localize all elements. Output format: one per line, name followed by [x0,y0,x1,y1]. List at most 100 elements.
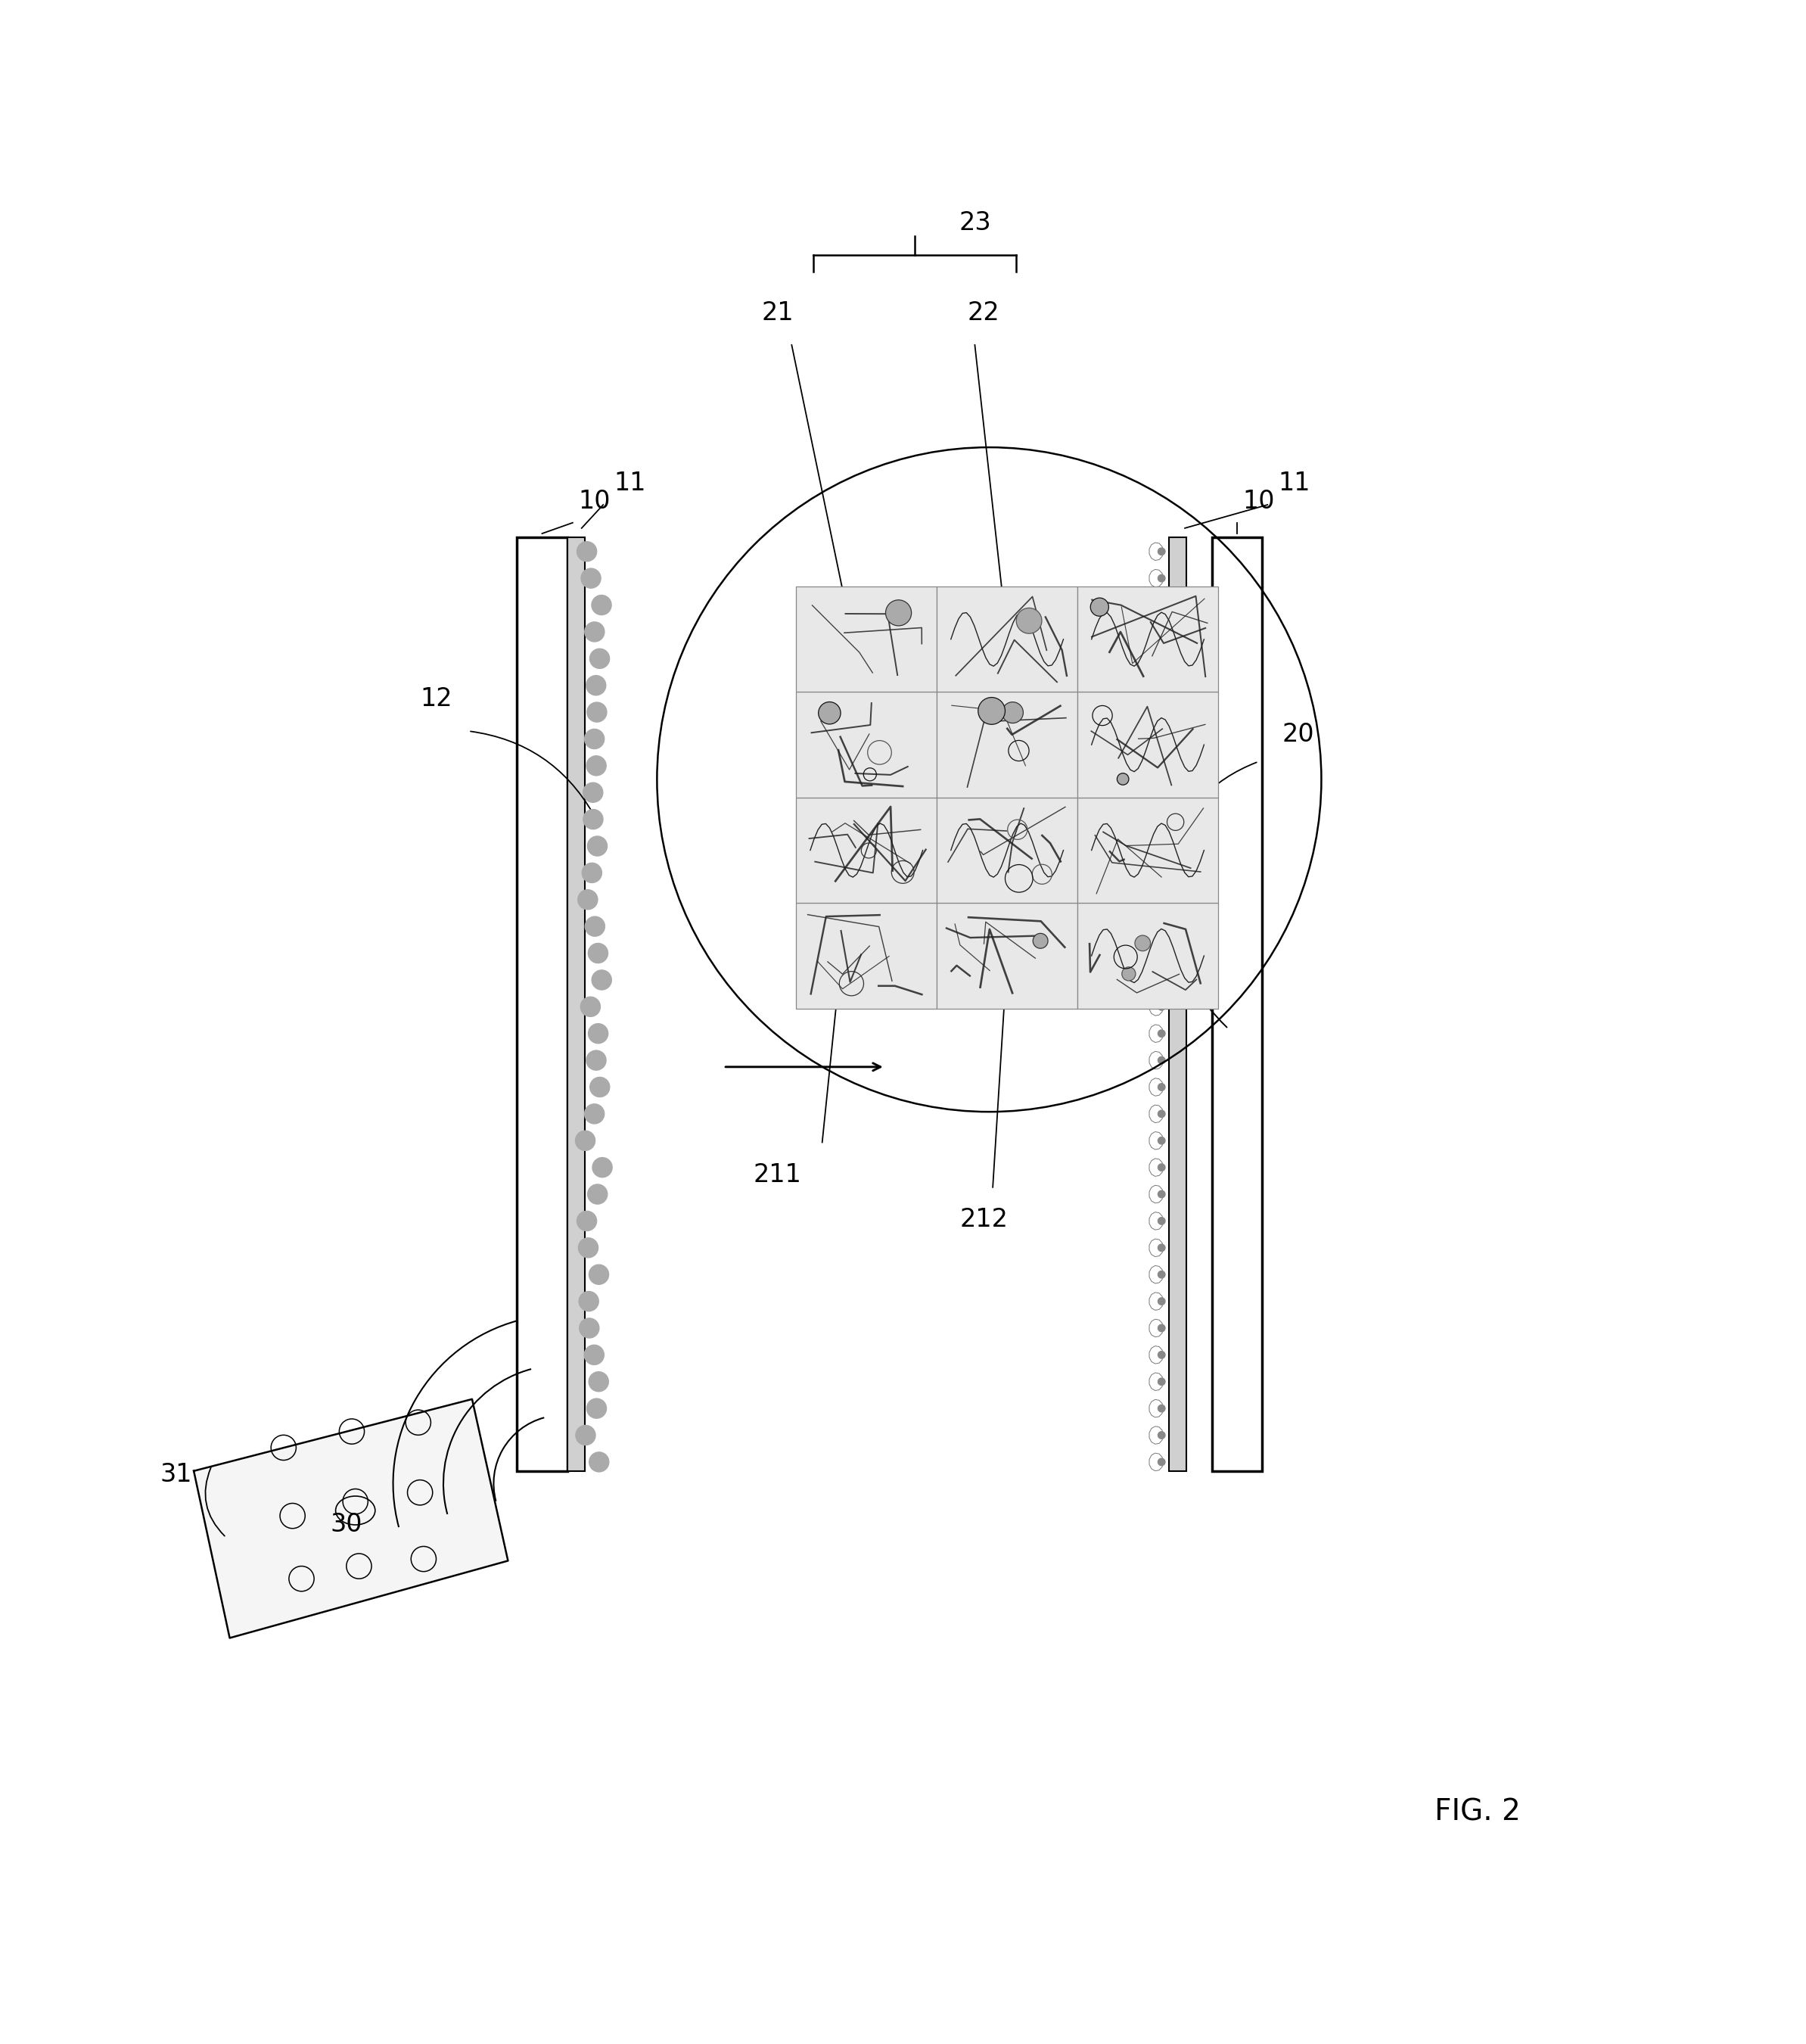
Bar [1078,587,1217,693]
Circle shape [1158,977,1165,983]
Bar [517,538,567,1472]
Circle shape [1158,654,1165,662]
Circle shape [592,1157,612,1177]
Bar [796,797,937,903]
Circle shape [585,730,605,748]
Circle shape [587,703,607,722]
Bar [1078,693,1217,797]
Circle shape [1017,607,1042,634]
Circle shape [580,997,600,1016]
Circle shape [1091,599,1109,615]
Text: 30: 30 [330,1513,363,1537]
Circle shape [1158,628,1165,636]
Text: 22: 22 [968,300,1001,325]
Circle shape [1122,967,1136,981]
Bar [937,587,1078,693]
Circle shape [592,971,612,989]
Circle shape [1158,1218,1165,1224]
Circle shape [1118,773,1129,785]
Circle shape [1158,709,1165,715]
Circle shape [1158,736,1165,742]
Circle shape [582,863,601,883]
Circle shape [591,1077,610,1098]
Circle shape [1134,936,1150,950]
Circle shape [1158,762,1165,769]
Circle shape [583,783,603,803]
Circle shape [576,542,596,562]
Bar [937,693,1078,797]
Bar [937,797,1078,903]
Circle shape [1158,1271,1165,1278]
Text: 10: 10 [578,489,610,513]
Circle shape [818,701,840,724]
Circle shape [979,697,1006,724]
Circle shape [585,1104,605,1124]
Text: 31: 31 [159,1461,191,1488]
Text: 211: 211 [753,1163,802,1188]
Circle shape [1158,1325,1165,1333]
Circle shape [1158,1004,1165,1010]
Bar [1078,797,1217,903]
Bar [1078,903,1217,1008]
Text: 21: 21 [760,300,793,325]
Circle shape [1158,1298,1165,1304]
Circle shape [885,601,912,625]
Circle shape [587,1183,607,1204]
Circle shape [576,1130,596,1151]
Circle shape [1158,1459,1165,1466]
Polygon shape [193,1400,507,1637]
Circle shape [587,1398,607,1419]
Circle shape [1158,1110,1165,1118]
Circle shape [578,889,598,910]
Circle shape [1158,1030,1165,1036]
Bar [567,538,585,1472]
Circle shape [589,942,609,963]
Circle shape [1158,1245,1165,1251]
Text: 23: 23 [959,211,991,235]
Circle shape [583,809,603,830]
Circle shape [1158,1351,1165,1359]
Bar [937,903,1078,1008]
Circle shape [587,675,605,695]
Circle shape [1158,1190,1165,1198]
Bar [1212,538,1262,1472]
Text: 212: 212 [959,1208,1008,1233]
Circle shape [576,1425,596,1445]
Circle shape [587,756,607,775]
Circle shape [585,621,605,642]
Circle shape [582,568,601,589]
Circle shape [576,1212,596,1230]
Bar [796,903,937,1008]
Circle shape [1158,1163,1165,1171]
Circle shape [1158,1136,1165,1145]
Circle shape [585,1345,603,1365]
Circle shape [589,1372,609,1392]
Circle shape [587,1051,607,1071]
Circle shape [1158,601,1165,609]
Text: 12: 12 [421,687,452,711]
Bar [796,587,937,693]
Text: 20: 20 [1282,722,1315,748]
Circle shape [1002,701,1024,724]
Bar [796,693,937,797]
Circle shape [580,1318,600,1339]
Circle shape [589,1451,609,1472]
Circle shape [592,595,612,615]
Bar [1168,538,1187,1472]
Circle shape [589,1265,609,1284]
Circle shape [1158,789,1165,795]
Circle shape [1158,816,1165,824]
Circle shape [1158,869,1165,877]
Text: 10: 10 [1243,489,1275,513]
Text: 11: 11 [614,470,647,497]
Circle shape [1158,1404,1165,1412]
Circle shape [1158,1378,1165,1386]
Circle shape [1158,548,1165,556]
Text: 11: 11 [1279,470,1311,497]
Circle shape [580,1292,598,1310]
Circle shape [1158,574,1165,583]
Circle shape [578,1239,598,1257]
Circle shape [585,916,605,936]
Circle shape [1033,934,1047,948]
Circle shape [1158,950,1165,957]
